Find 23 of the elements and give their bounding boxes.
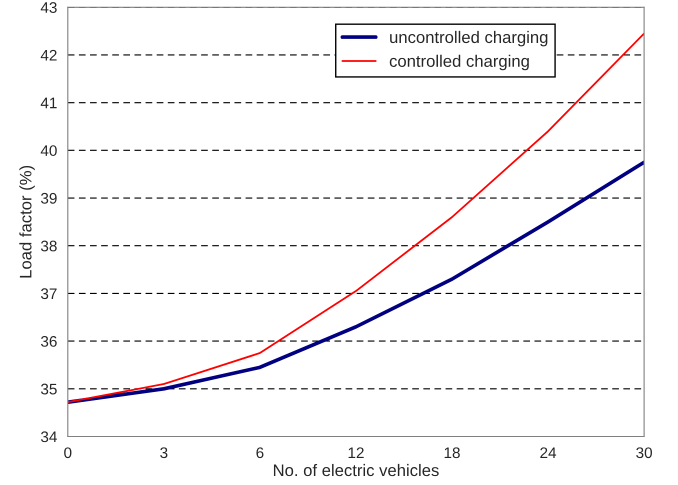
y-tick-label: 43 (40, 2, 57, 13)
x-tick-label: 0 (64, 447, 72, 458)
x-tick-label: 24 (540, 447, 556, 458)
y-tick-label: 35 (40, 384, 57, 394)
legend-label: uncontrolled charging (390, 30, 548, 46)
y-tick-label: 39 (40, 192, 57, 204)
y-tick-label: 40 (40, 145, 57, 156)
legend-label: controlled charging (390, 54, 529, 70)
x-axis-title: No. of electric vehicles (274, 464, 439, 476)
x-tick-label: 3 (160, 447, 168, 458)
y-tick-label: 41 (40, 98, 57, 108)
x-tick-label: 6 (256, 447, 264, 458)
y-axis-title: Load factor (%) (19, 166, 35, 278)
x-tick-label: 12 (348, 447, 364, 458)
y-tick-label: 37 (40, 288, 57, 300)
y-tick-label: 34 (40, 431, 57, 442)
y-tick-label: 42 (40, 50, 57, 60)
x-tick-label: 30 (636, 447, 652, 458)
y-tick-label: 38 (40, 240, 57, 252)
line-series (68, 32, 644, 404)
line-series (68, 160, 644, 404)
x-tick-label: 18 (444, 447, 460, 458)
y-tick-label: 36 (40, 336, 57, 347)
